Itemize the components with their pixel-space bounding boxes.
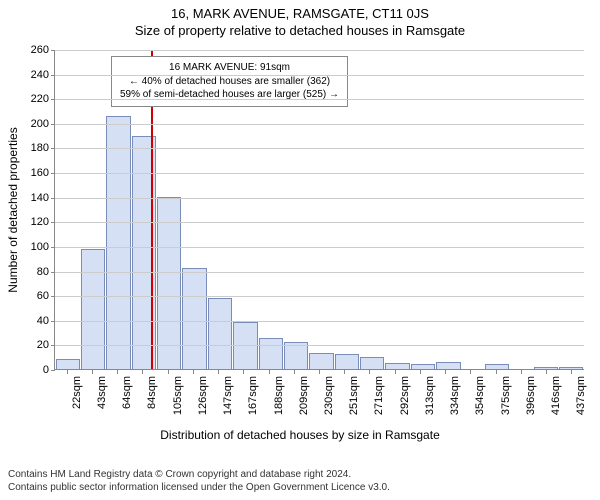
y-tick-label: 200 <box>31 118 55 130</box>
histogram-bar <box>309 353 333 369</box>
footer-line2: Contains public sector information licen… <box>8 481 592 494</box>
y-axis-label: Number of detached properties <box>6 127 20 292</box>
y-tick-label: 140 <box>31 192 55 204</box>
footer-attribution: Contains HM Land Registry data © Crown c… <box>0 464 600 500</box>
x-tick-label: 416sqm <box>550 376 562 415</box>
plot-area: 16 MARK AVENUE: 91sqm ← 40% of detached … <box>54 50 584 370</box>
histogram-bar <box>182 268 206 369</box>
histogram-bar <box>335 354 359 369</box>
histogram-bar <box>436 362 460 369</box>
x-tick-label: 396sqm <box>525 376 537 415</box>
y-tick-label: 60 <box>37 290 55 302</box>
x-tick-label: 437sqm <box>575 376 587 415</box>
x-tick-label: 126sqm <box>197 376 209 415</box>
histogram-bar <box>485 364 509 369</box>
histogram-bar <box>360 357 384 369</box>
y-tick-label: 240 <box>31 69 55 81</box>
chart-container: Number of detached properties 16 MARK AV… <box>0 46 600 426</box>
x-tick-label: 292sqm <box>399 376 411 415</box>
histogram-bar <box>106 116 130 369</box>
x-tick-label: 167sqm <box>247 376 259 415</box>
x-tick-label: 354sqm <box>474 376 486 415</box>
x-tick-label: 251sqm <box>348 376 360 415</box>
histogram-bar <box>56 359 80 369</box>
x-tick-label: 313sqm <box>424 376 436 415</box>
y-tick-label: 180 <box>31 142 55 154</box>
annotation-line2: ← 40% of detached houses are smaller (36… <box>120 75 339 89</box>
x-tick-label: 105sqm <box>172 376 184 415</box>
x-tick-label: 230sqm <box>323 376 335 415</box>
histogram-bar <box>81 249 105 369</box>
x-tick-label: 64sqm <box>121 376 133 409</box>
x-tick-label: 375sqm <box>500 376 512 415</box>
histogram-bar <box>385 363 409 369</box>
x-tick-label: 209sqm <box>298 376 310 415</box>
y-tick-label: 100 <box>31 241 55 253</box>
y-tick-label: 260 <box>31 44 55 56</box>
histogram-bar <box>534 367 558 369</box>
page-title-subtitle: Size of property relative to detached ho… <box>0 21 600 38</box>
histogram-bar <box>208 298 232 369</box>
page-title-address: 16, MARK AVENUE, RAMSGATE, CT11 0JS <box>0 0 600 21</box>
y-tick-label: 220 <box>31 93 55 105</box>
x-tick-label: 147sqm <box>222 376 234 415</box>
x-tick-label: 43sqm <box>96 376 108 409</box>
histogram-bar <box>411 364 435 369</box>
x-tick-label: 84sqm <box>146 376 158 409</box>
x-tick-label: 22sqm <box>71 376 83 409</box>
histogram-bar <box>259 338 283 369</box>
x-tick-label: 188sqm <box>273 376 285 415</box>
y-tick-label: 160 <box>31 167 55 179</box>
footer-line1: Contains HM Land Registry data © Crown c… <box>8 468 592 481</box>
y-tick-label: 40 <box>37 315 55 327</box>
y-tick-label: 120 <box>31 216 55 228</box>
x-tick-label: 271sqm <box>373 376 385 415</box>
x-ticks-group: 22sqm 43sqm 64sqm 84sqm 105sqm 126sqm 147sqm 16… <box>54 370 584 440</box>
y-tick-label: 80 <box>37 266 55 278</box>
histogram-bar <box>559 367 583 369</box>
annotation-line1: 16 MARK AVENUE: 91sqm <box>120 61 339 75</box>
y-tick-label: 20 <box>37 339 55 351</box>
x-tick-label: 334sqm <box>449 376 461 415</box>
